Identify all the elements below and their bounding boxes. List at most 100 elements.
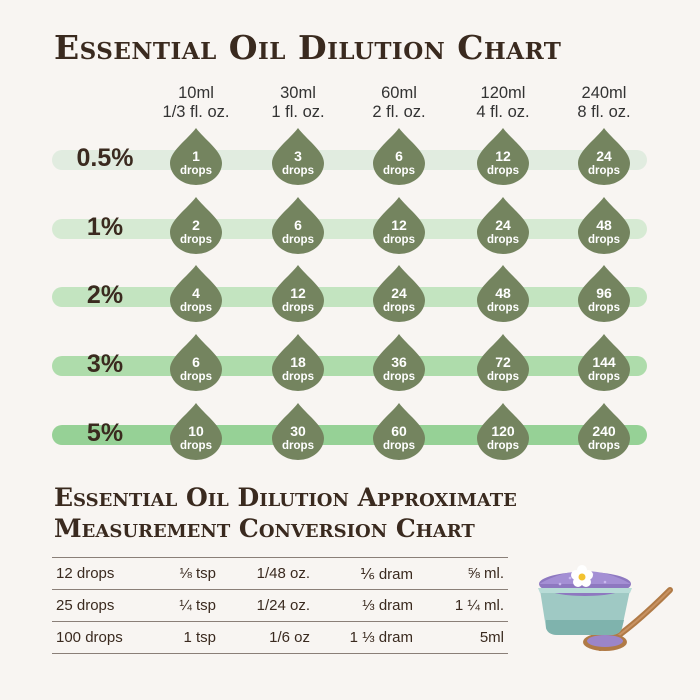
drop-cell: 72 drops [475,333,531,391]
drop-cell: 48 drops [576,196,632,254]
drop-cell: 1 drops [168,127,224,185]
drop-unit: drops [180,371,212,383]
droplet-icon [373,128,425,185]
table-cell: ⅝ ml. [467,565,504,582]
column-header: 60ml 2 fl. oz. [344,84,454,122]
column-header: 240ml 8 fl. oz. [549,84,659,122]
drop-cell: 30 drops [270,402,326,460]
droplet-icon [272,197,324,254]
drop-count: 30 [290,423,306,439]
table-cell: 1 ¼ ml. [454,597,504,614]
conversion-title-line1: Essential Oil Dilution Approximate [54,483,517,512]
drop-unit: drops [588,165,620,177]
drop-count: 24 [391,285,407,301]
drop-count: 24 [596,148,612,164]
droplet-icon [477,403,529,460]
drop-unit: drops [383,302,415,314]
table-cell: 1 tsp [183,629,216,646]
drop-cell: 120 drops [475,402,531,460]
column-header-oz: 2 fl. oz. [372,103,426,121]
row-label: 2% [86,281,124,309]
table-cell: ⅛ tsp [179,565,216,582]
drop-count: 60 [391,423,407,439]
drop-unit: drops [383,371,415,383]
drop-unit: drops [282,234,314,246]
drop-count: 240 [592,423,616,439]
drop-cell: 12 drops [475,127,531,185]
drop-count: 10 [188,423,204,439]
drop-cell: 36 drops [371,333,427,391]
drop-unit: drops [487,165,519,177]
droplet-icon [170,403,222,460]
drop-count: 144 [592,354,616,370]
table-cell: 5ml [479,629,504,646]
conversion-title: Essential Oil Dilution Approximate Measu… [54,482,517,544]
droplet-icon [578,265,630,322]
table-cell: ⅓ dram [362,597,413,614]
drop-cell: 6 drops [168,333,224,391]
column-header-oz: 8 fl. oz. [577,103,631,121]
drop-count: 96 [596,285,612,301]
droplet-icon [477,265,529,322]
drop-cell: 10 drops [168,402,224,460]
drop-count: 120 [491,423,515,439]
droplet-icon [170,265,222,322]
drop-unit: drops [282,165,314,177]
droplet-icon [170,128,222,185]
drop-count: 48 [495,285,511,301]
droplet-icon [578,334,630,391]
column-header-ml: 30ml [280,84,316,102]
drop-unit: drops [487,371,519,383]
drop-cell: 48 drops [475,264,531,322]
drop-count: 2 [192,217,200,233]
drop-cell: 96 drops [576,264,632,322]
drop-cell: 3 drops [270,127,326,185]
droplet-icon [578,128,630,185]
droplet-icon [170,334,222,391]
drop-unit: drops [180,234,212,246]
drop-count: 24 [495,217,511,233]
drop-unit: drops [487,234,519,246]
table-cell: 100 drops [56,629,123,646]
drop-count: 12 [290,285,306,301]
column-header-oz: 1/3 fl. oz. [162,103,230,121]
drop-unit: drops [180,302,212,314]
table-cell: ⅙ dram [360,566,413,583]
salt-bowl-with-spoon-and-flower-icon [530,560,680,660]
table-row: 12 drops ⅛ tsp 1/48 oz. ⅙ dram ⅝ ml. [52,557,508,589]
table-cell: 12 drops [56,565,115,582]
drop-count: 72 [495,354,511,370]
drop-unit: drops [282,371,314,383]
drop-unit: drops [383,234,415,246]
drop-cell: 2 drops [168,196,224,254]
drop-unit: drops [588,302,620,314]
drop-count: 12 [495,148,511,164]
column-header: 10ml 1/3 fl. oz. [141,84,251,122]
drop-count: 48 [596,217,612,233]
drop-unit: drops [487,440,519,452]
table-cell: 1 ⅓ dram [349,629,413,646]
drop-cell: 24 drops [475,196,531,254]
drop-count: 6 [192,354,200,370]
column-header-ml: 60ml [381,84,417,102]
droplet-icon [477,128,529,185]
drop-cell: 18 drops [270,333,326,391]
drop-count: 12 [391,217,407,233]
droplet-icon [578,197,630,254]
drop-unit: drops [383,440,415,452]
drop-count: 6 [395,148,403,164]
table-cell: ¼ tsp [179,597,216,614]
droplet-icon [272,265,324,322]
drop-unit: drops [180,440,212,452]
droplet-icon [272,128,324,185]
chart-title: Essential Oil Dilution Chart [54,28,562,67]
drop-cell: 24 drops [576,127,632,185]
droplet-icon [170,197,222,254]
table-row: 25 drops ¼ tsp 1/24 oz. ⅓ dram 1 ¼ ml. [52,589,508,621]
droplet-icon [373,403,425,460]
conversion-title-line2: Measurement Conversion Chart [54,514,475,543]
drop-unit: drops [180,165,212,177]
table-row: 100 drops 1 tsp 1/6 oz 1 ⅓ dram 5ml [52,621,508,654]
drop-unit: drops [282,302,314,314]
droplet-icon [373,265,425,322]
